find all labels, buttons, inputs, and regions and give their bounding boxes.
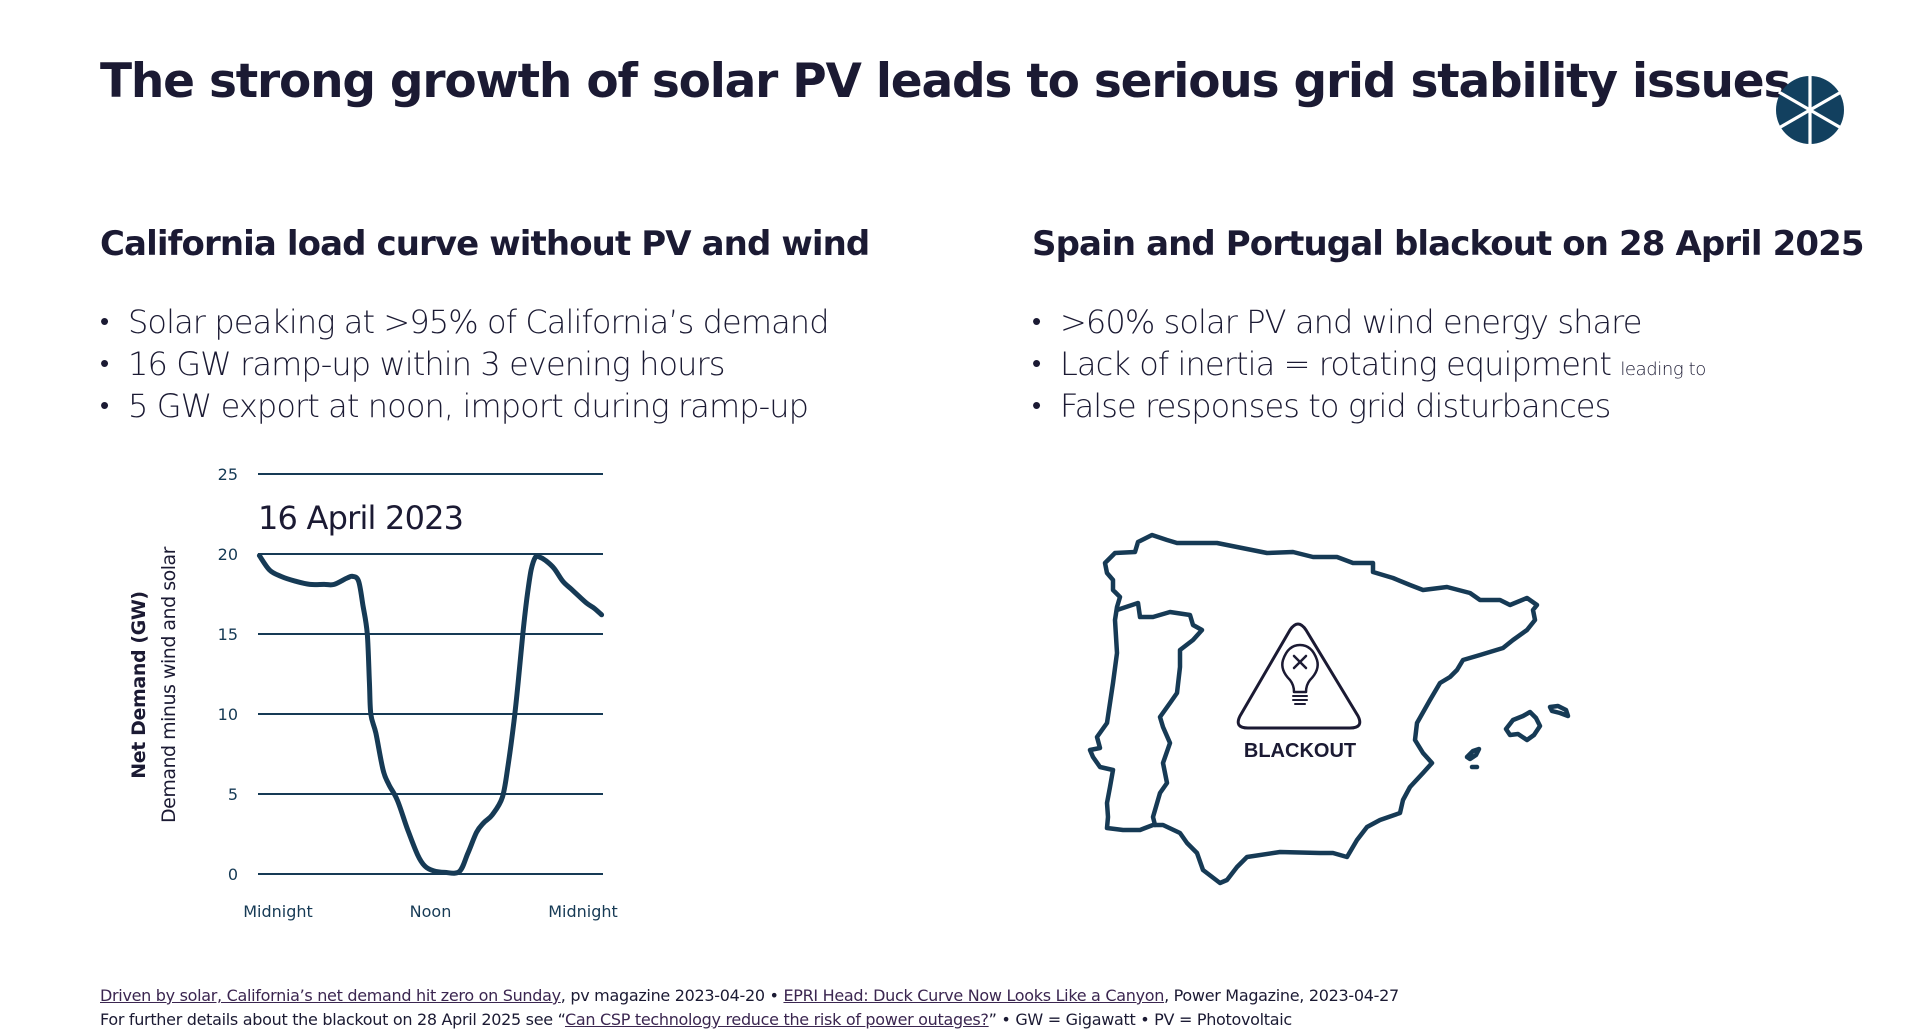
left-section-title: California load curve without PV and win…: [100, 224, 870, 264]
portugal-spain-border: [1114, 600, 1205, 828]
left-bullet: Solar peaking at >95% of California’s de…: [100, 301, 830, 343]
y-tick-label: 20: [218, 545, 238, 564]
x-tick-label: Midnight: [243, 902, 313, 921]
y-tick-label: 15: [218, 625, 238, 644]
blackout-warning-bulb-icon: [1236, 622, 1362, 730]
y-tick-label: 25: [218, 465, 238, 484]
left-bullet: 5 GW export at noon, import during ramp-…: [100, 385, 829, 427]
y-axis-label: Net Demand (GW): [128, 591, 150, 778]
source-link-power-magazine[interactable]: EPRI Head: Duck Curve Now Looks Like a C…: [783, 986, 1165, 1005]
chart-title: 16 April 2023: [258, 499, 463, 537]
right-section-title: Spain and Portugal blackout on 28 April …: [1032, 224, 1865, 264]
page-title: The strong growth of solar PV leads to s…: [100, 54, 1791, 109]
left-bullet-list: Solar peaking at >95% of California’s de…: [100, 301, 830, 427]
footer-sources-line: Driven by solar, California’s net demand…: [100, 986, 1399, 1005]
y-tick-label: 0: [228, 865, 238, 884]
net-demand-chart: 0 5 10 15 20 25 Midnight Noon Midnight 16 April…: [128, 465, 618, 921]
menorca-outline: [1547, 703, 1571, 719]
footer-text: For further details about the blackout o…: [100, 1010, 565, 1029]
right-bullet-text: Lack of inertia = rotating equipment: [1060, 345, 1612, 383]
footer-details-line: For further details about the blackout o…: [100, 1010, 1292, 1029]
csp-article-link[interactable]: Can CSP technology reduce the risk of po…: [564, 1010, 989, 1029]
y-tick-label: 10: [218, 705, 238, 724]
right-bullet: Lack of inertia = rotating equipment lea…: [1032, 343, 1706, 385]
footer-text: ” • GW = Gigawatt • PV = Photovoltaic: [988, 1010, 1293, 1029]
right-bullet: False responses to grid disturbances: [1032, 385, 1706, 427]
y-axis-sublabel: Demand minus wind and solar: [158, 546, 180, 823]
mallorca-outline: [1503, 709, 1543, 743]
segmented-circle-logo-icon: [1776, 74, 1844, 146]
blackout-label: BLACKOUT: [1244, 740, 1356, 762]
x-tick-label: Noon: [410, 902, 452, 921]
net-demand-series-line: [256, 553, 605, 876]
right-bullet-suffix: leading to: [1620, 359, 1706, 380]
left-bullet: 16 GW ramp-up within 3 evening hours: [100, 343, 829, 385]
footer-text: , Power Magazine, 2023-04-27: [1164, 986, 1399, 1005]
x-tick-label: Midnight: [548, 902, 618, 921]
source-link-pv-magazine[interactable]: Driven by solar, California’s net demand…: [100, 986, 561, 1005]
iberian-peninsula-outline: [1087, 532, 1540, 886]
right-bullet-list: >60% solar PV and wind energy share Lack…: [1032, 301, 1706, 427]
ibiza-outline: [1464, 746, 1482, 762]
footer-text: , pv magazine 2023-04-20 •: [560, 986, 784, 1005]
y-tick-label: 5: [228, 785, 238, 804]
right-bullet: >60% solar PV and wind energy share: [1032, 301, 1706, 343]
iberia-map: BLACKOUT: [1087, 532, 1571, 886]
